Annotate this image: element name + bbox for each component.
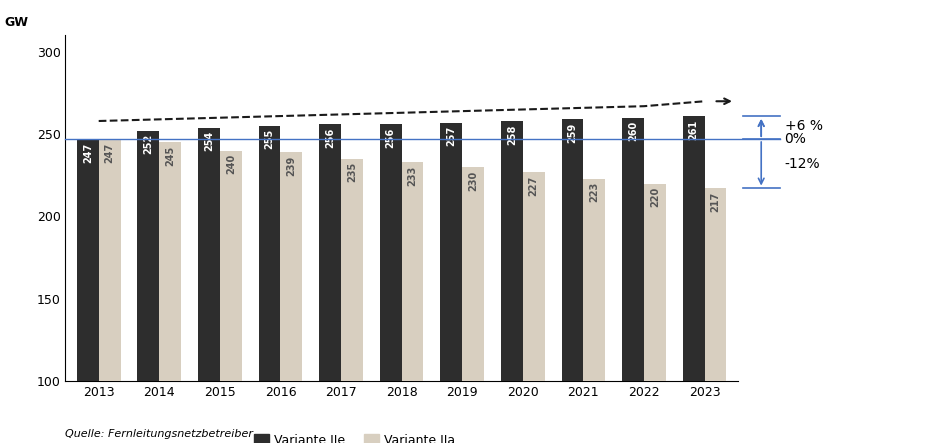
Text: 252: 252 [144, 134, 153, 155]
Text: 220: 220 [650, 187, 659, 207]
Text: 256: 256 [386, 128, 396, 148]
Text: 227: 227 [529, 175, 539, 195]
Legend: Variante IIe, Variante IIa: Variante IIe, Variante IIa [249, 429, 460, 443]
Text: 0%: 0% [785, 132, 806, 146]
Text: 247: 247 [83, 142, 92, 163]
Text: 255: 255 [264, 129, 275, 149]
Text: 240: 240 [226, 154, 235, 174]
Bar [704, 188, 727, 443]
Text: 247: 247 [105, 142, 115, 163]
Bar [280, 152, 303, 443]
Bar [683, 116, 704, 443]
Bar [584, 179, 605, 443]
Bar [644, 183, 666, 443]
Bar [341, 159, 362, 443]
Text: 260: 260 [628, 121, 638, 141]
Text: -12%: -12% [785, 157, 820, 171]
Bar [219, 151, 242, 443]
Bar [523, 172, 545, 443]
Text: 223: 223 [589, 182, 600, 202]
Text: 256: 256 [325, 128, 335, 148]
Bar [441, 123, 462, 443]
Text: 259: 259 [568, 123, 577, 143]
Bar [402, 162, 423, 443]
Text: 230: 230 [468, 171, 478, 190]
Bar [462, 167, 484, 443]
Bar [160, 142, 181, 443]
Bar [99, 139, 120, 443]
Bar [137, 131, 160, 443]
Text: 258: 258 [507, 124, 517, 145]
Text: GW: GW [5, 16, 29, 28]
Bar [622, 118, 644, 443]
Text: 261: 261 [688, 119, 699, 140]
Bar [380, 124, 402, 443]
Bar [259, 126, 280, 443]
Text: 254: 254 [204, 131, 214, 151]
Bar [77, 139, 99, 443]
Bar [198, 128, 219, 443]
Text: 245: 245 [165, 146, 176, 166]
Bar [561, 119, 584, 443]
Text: 235: 235 [347, 162, 357, 183]
Text: Quelle: Fernleitungsnetzbetreiber: Quelle: Fernleitungsnetzbetreiber [65, 428, 253, 439]
Bar [501, 121, 523, 443]
Text: 257: 257 [446, 126, 457, 146]
Text: +6 %: +6 % [785, 119, 823, 133]
Text: 233: 233 [407, 165, 417, 186]
Text: 239: 239 [287, 155, 296, 176]
Text: 217: 217 [711, 192, 720, 212]
Bar [319, 124, 341, 443]
